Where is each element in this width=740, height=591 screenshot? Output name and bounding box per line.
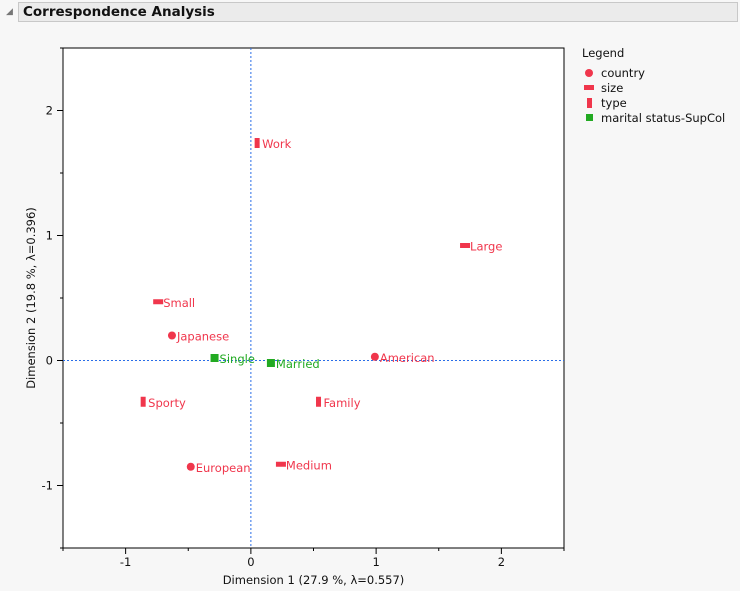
vbar-marker-icon xyxy=(582,97,596,108)
legend-item-label: type xyxy=(601,95,627,110)
point-label: Sporty xyxy=(148,396,186,410)
legend-item-label: country xyxy=(601,65,645,80)
y-tick-label: 1 xyxy=(46,229,53,243)
title-bar[interactable]: Correspondence Analysis xyxy=(18,2,738,22)
legend-item-type[interactable]: type xyxy=(582,95,725,110)
point-label: Small xyxy=(163,296,195,310)
point-japanese xyxy=(167,331,176,340)
square-marker-icon xyxy=(582,114,596,121)
point-married xyxy=(266,359,275,367)
x-tick-label: -1 xyxy=(120,555,131,569)
y-axis-label: Dimension 2 (19.8 %, λ=0.396) xyxy=(24,207,38,389)
point-large xyxy=(460,243,471,248)
y-tick-label: 0 xyxy=(46,354,53,368)
x-tick-label: 0 xyxy=(247,555,254,569)
point-work xyxy=(254,138,260,148)
point-label: Large xyxy=(470,240,502,254)
point-label: Family xyxy=(324,396,361,410)
report-title: Correspondence Analysis xyxy=(23,4,215,20)
point-sporty xyxy=(140,396,146,407)
legend: Legend country size type marital status-Sup… xyxy=(582,46,725,125)
legend-item-label: size xyxy=(601,80,624,95)
point-label: European xyxy=(196,461,251,475)
legend-item-size[interactable]: size xyxy=(582,80,725,95)
point-medium xyxy=(275,461,286,467)
x-axis-label: Dimension 1 (27.9 %, λ=0.557) xyxy=(223,573,405,587)
circle-marker-icon xyxy=(582,68,596,77)
point-label: American xyxy=(380,351,435,365)
y-tick-label: 2 xyxy=(46,104,53,118)
report-header: ◢ Correspondence Analysis xyxy=(4,2,738,22)
plot-frame xyxy=(62,47,565,549)
legend-title: Legend xyxy=(582,46,625,60)
legend-item-label: marital status-SupCol xyxy=(601,110,726,125)
point-label: Japanese xyxy=(176,330,229,344)
legend-item-marital-status-SupCol[interactable]: marital status-SupCol xyxy=(582,110,725,125)
y-tick-label: -1 xyxy=(42,479,53,493)
x-tick-label: 2 xyxy=(498,555,505,569)
point-european xyxy=(186,462,195,471)
hbar-marker-icon xyxy=(582,85,596,90)
point-label: Single xyxy=(220,352,255,366)
point-label: Medium xyxy=(286,458,332,472)
point-small xyxy=(153,299,164,305)
point-label: Married xyxy=(276,357,320,371)
point-family xyxy=(316,396,322,407)
legend-item-country[interactable]: country xyxy=(582,65,725,80)
x-tick-label: 1 xyxy=(372,555,379,569)
disclosure-triangle-icon[interactable]: ◢ xyxy=(6,7,13,17)
point-label: Work xyxy=(262,137,291,151)
point-american xyxy=(370,352,379,361)
point-single xyxy=(210,354,219,362)
